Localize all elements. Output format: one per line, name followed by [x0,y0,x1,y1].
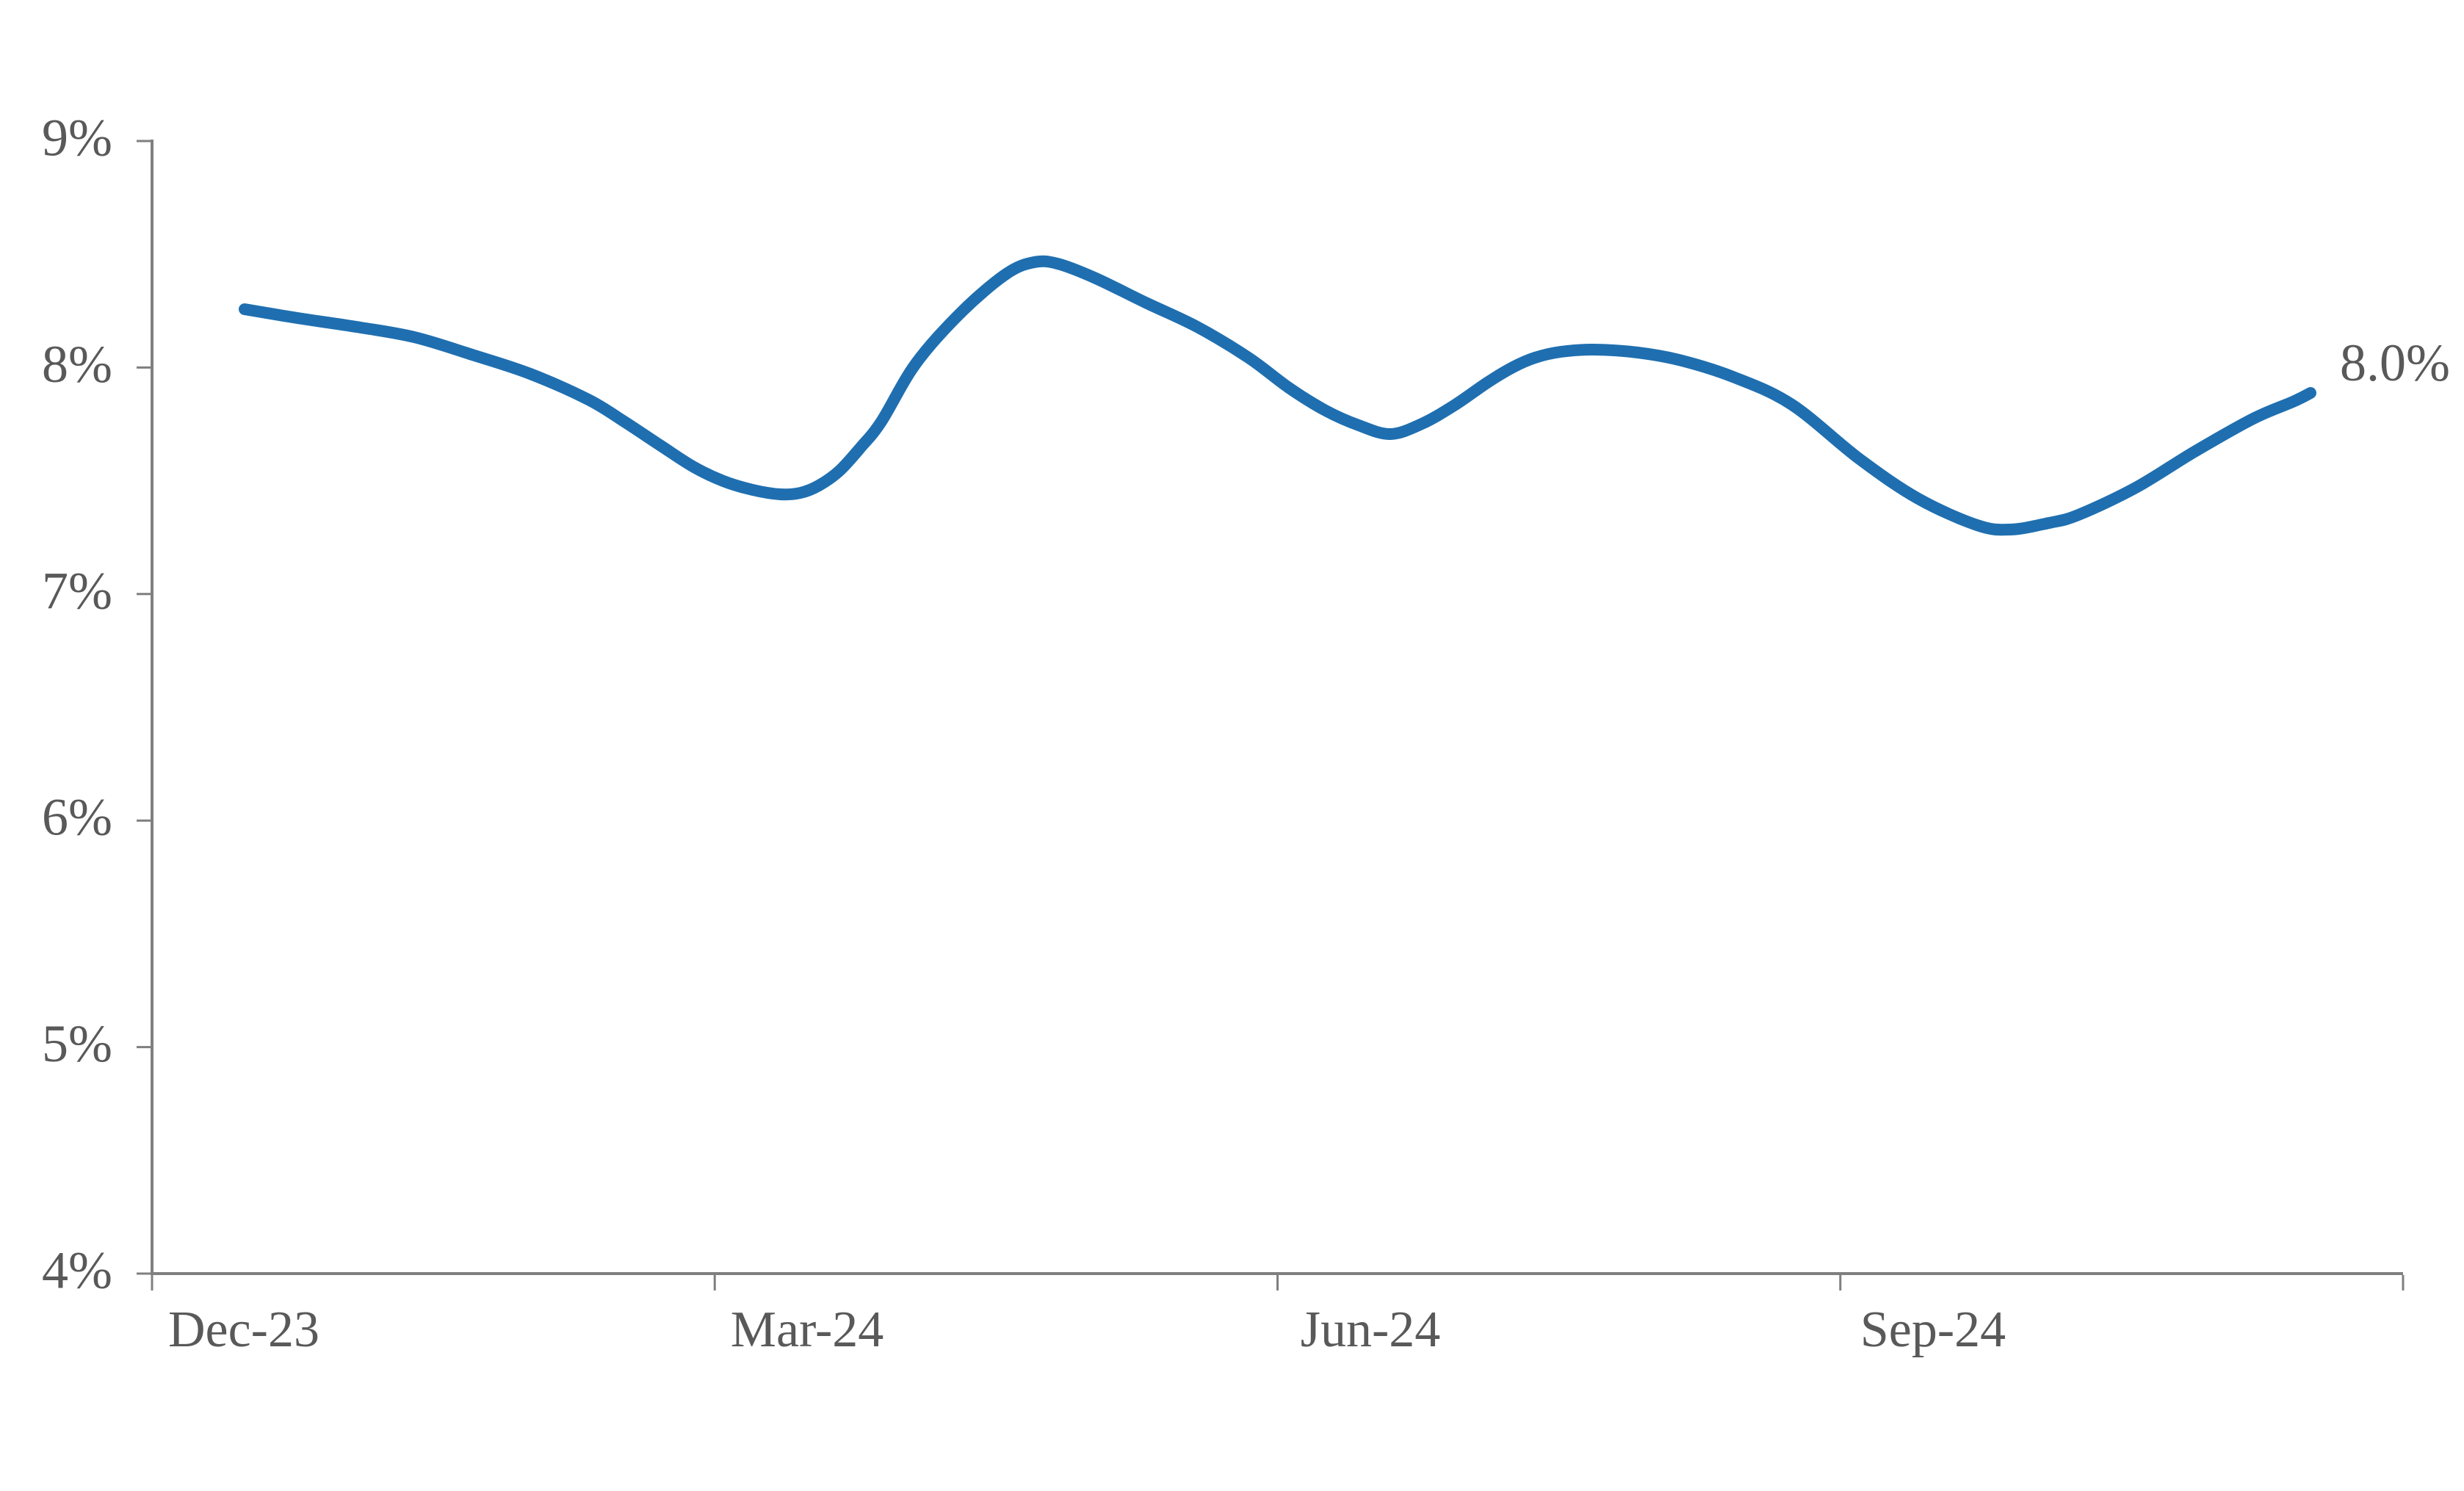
svg-text:Jun-24: Jun-24 [1301,1302,1441,1358]
svg-text:8.0%: 8.0% [2340,333,2450,392]
svg-text:Dec-23: Dec-23 [168,1302,319,1358]
svg-text:7%: 7% [42,561,112,620]
svg-text:Mar-24: Mar-24 [731,1302,884,1358]
svg-text:6%: 6% [42,788,112,847]
svg-text:Sep-24: Sep-24 [1860,1302,2006,1358]
svg-text:8%: 8% [42,335,112,394]
svg-text:4%: 4% [42,1241,112,1300]
svg-text:9%: 9% [42,109,112,167]
svg-text:5%: 5% [42,1014,112,1073]
